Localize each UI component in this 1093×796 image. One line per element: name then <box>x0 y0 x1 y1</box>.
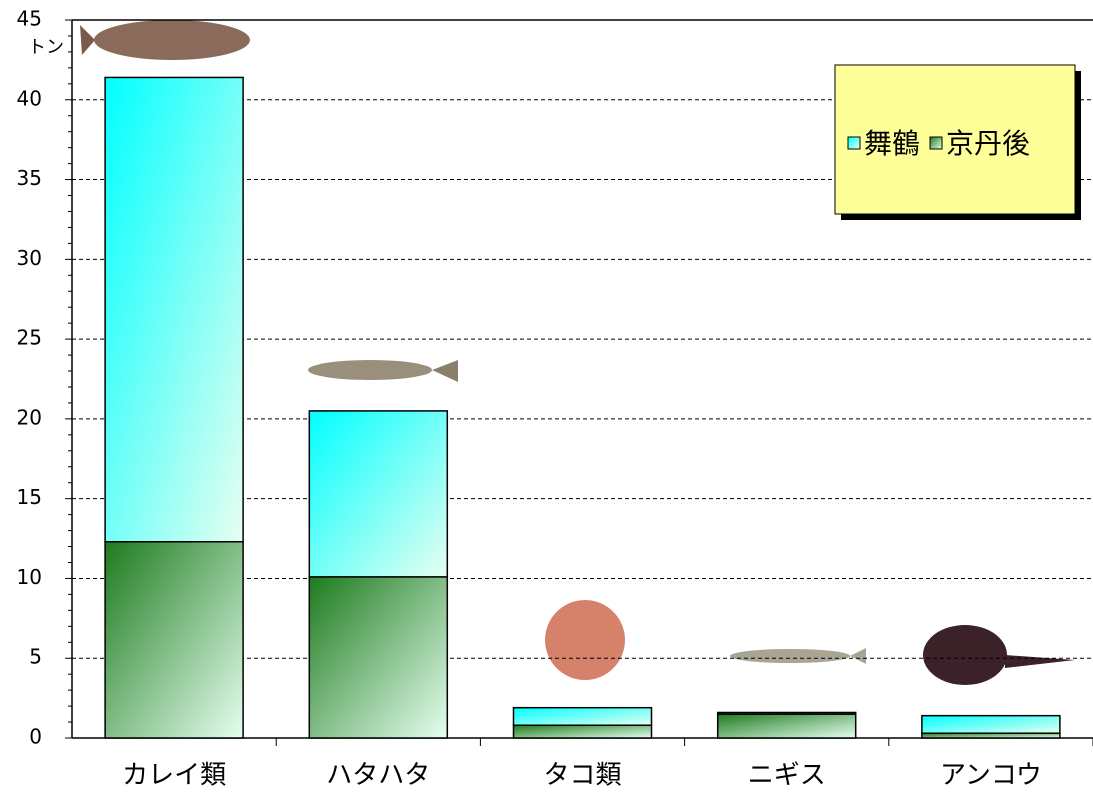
bar-segment <box>308 576 449 739</box>
y-tick-label: 10 <box>17 565 42 589</box>
bar-segment <box>716 711 857 715</box>
x-tick-label: アンコウ <box>940 761 1042 791</box>
x-tick-label: ニギス <box>748 761 826 791</box>
y-tick-label: 5 <box>29 645 42 669</box>
legend: 舞鶴 京丹後 <box>834 64 1081 220</box>
bar-segment <box>104 76 244 543</box>
bar-segment <box>512 724 653 739</box>
y-tick-label: 15 <box>17 485 42 509</box>
bar-segment <box>104 540 244 739</box>
legend-label: 舞鶴 <box>864 127 920 160</box>
bar-segment <box>308 410 449 578</box>
legend-swatch <box>929 136 943 150</box>
y-tick-label: 40 <box>17 86 42 110</box>
y-tick-label: 25 <box>17 326 42 350</box>
y-tick-label: 20 <box>17 405 42 429</box>
x-tick-label: カレイ類 <box>122 761 226 791</box>
y-tick-label: 0 <box>29 725 42 749</box>
y-tick-label: 30 <box>17 246 42 270</box>
bar-segment <box>921 714 1061 734</box>
x-tick-label: ハタハタ <box>326 761 430 791</box>
x-tick-label: タコ類 <box>543 761 621 791</box>
legend-box <box>834 64 1076 215</box>
bar-segment <box>716 713 857 739</box>
y-tick-label: 35 <box>17 166 42 190</box>
legend-label: 京丹後 <box>946 127 1030 160</box>
fish-images <box>80 20 1075 685</box>
y-tick-label: 45 <box>17 7 42 31</box>
legend-swatch <box>847 136 861 150</box>
bar-segment <box>512 706 653 726</box>
y-axis-unit: トン <box>28 37 64 58</box>
